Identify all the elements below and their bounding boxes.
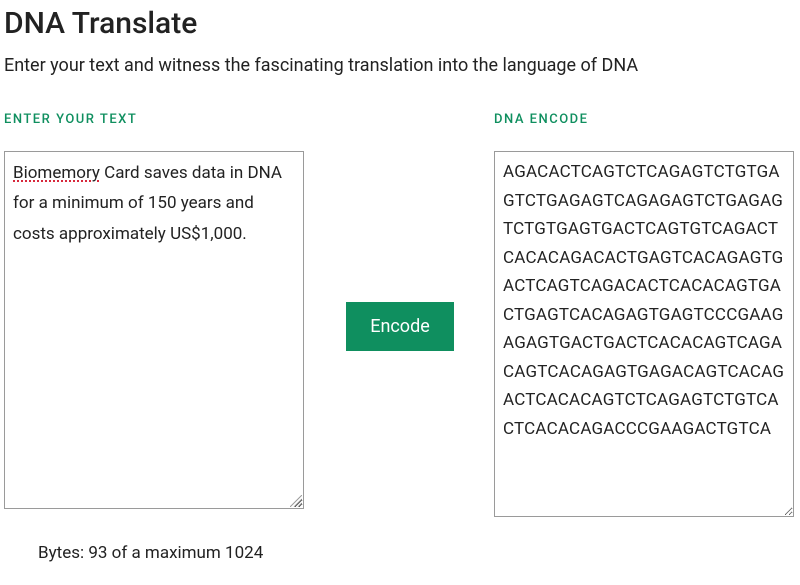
input-label: ENTER YOUR TEXT — [4, 112, 306, 127]
resize-grip-icon — [290, 495, 302, 507]
action-column: Encode — [306, 112, 494, 351]
page-title: DNA Translate — [4, 6, 796, 41]
columns: ENTER YOUR TEXT Biomemory Card saves dat… — [4, 112, 796, 563]
output-textarea[interactable]: AGACACTCAGTCTCAGAGTCTGTGAGTCTGAGAGTCAGAG… — [494, 151, 794, 517]
output-column: DNA ENCODE AGACACTCAGTCTCAGAGTCTGTGAGTCT… — [494, 112, 796, 521]
bytes-status: Bytes: 93 of a maximum 1024 — [38, 543, 306, 563]
encode-button[interactable]: Encode — [346, 302, 454, 351]
output-label: DNA ENCODE — [494, 112, 796, 127]
input-misspelled-word: Biomemory — [13, 163, 100, 183]
page-subtitle: Enter your text and witness the fascinat… — [4, 55, 796, 76]
page-root: DNA Translate Enter your text and witnes… — [0, 0, 800, 585]
input-column: ENTER YOUR TEXT Biomemory Card saves dat… — [4, 112, 306, 563]
input-textarea[interactable]: Biomemory Card saves data in DNA for a m… — [4, 151, 304, 509]
